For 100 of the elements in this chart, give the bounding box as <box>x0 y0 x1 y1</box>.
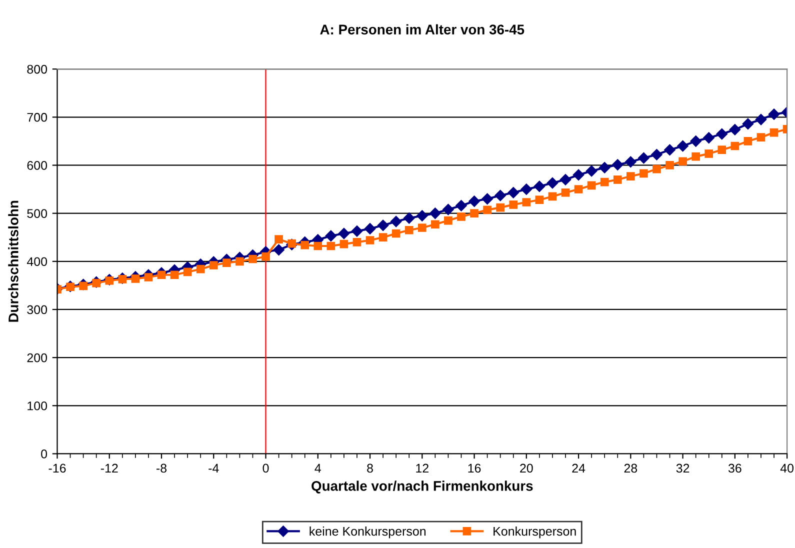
x-tick-label: 8 <box>367 464 373 473</box>
point <box>340 240 348 248</box>
point <box>561 188 570 197</box>
point <box>352 238 362 246</box>
point <box>678 157 687 166</box>
x-tick-label: 28 <box>624 464 638 473</box>
point <box>730 142 740 150</box>
point <box>442 204 454 216</box>
point <box>560 174 572 186</box>
point <box>716 128 728 140</box>
point <box>651 149 662 160</box>
point <box>470 209 478 218</box>
point <box>79 282 88 290</box>
point <box>236 257 244 266</box>
point <box>666 161 674 170</box>
point <box>756 133 766 142</box>
point <box>366 236 374 244</box>
point <box>131 274 140 283</box>
point <box>612 159 624 170</box>
point <box>496 203 505 212</box>
point <box>509 200 518 209</box>
point <box>626 172 635 180</box>
point <box>494 190 506 202</box>
point <box>587 181 596 190</box>
point <box>690 136 702 147</box>
y-tick-label: 800 <box>27 64 48 74</box>
point <box>548 192 557 201</box>
y-tick-label: 600 <box>27 161 48 170</box>
y-tick-label: 400 <box>26 257 48 266</box>
y-tick-label: 0 <box>41 450 48 458</box>
y-tick-label: 500 <box>27 209 48 218</box>
x-tick-label: 16 <box>468 464 481 473</box>
y-tick-label: 700 <box>27 112 48 122</box>
point <box>742 118 754 130</box>
point <box>613 175 622 184</box>
x-tick-label: 36 <box>728 464 742 473</box>
point <box>456 200 467 212</box>
point <box>288 239 296 248</box>
x-tick-label: 20 <box>520 464 533 473</box>
legend-label: keine Konkursperson <box>310 526 426 538</box>
point <box>430 208 441 219</box>
point <box>598 162 610 174</box>
point <box>444 216 452 225</box>
point <box>92 278 101 288</box>
point <box>729 124 741 136</box>
point <box>755 114 767 126</box>
point <box>351 225 363 237</box>
point <box>640 169 648 178</box>
point <box>468 196 480 207</box>
point <box>483 206 492 214</box>
point <box>170 270 179 280</box>
y-tick-label: 200 <box>27 353 48 362</box>
point <box>404 226 414 234</box>
point <box>744 137 752 146</box>
x-tick-label: 32 <box>676 464 690 473</box>
point <box>416 210 428 222</box>
point <box>196 264 205 274</box>
point <box>535 196 544 204</box>
y-axis-title: Durchschnittslohn <box>8 200 18 322</box>
point <box>638 152 650 164</box>
point <box>522 198 531 206</box>
x-tick-label: -8 <box>156 464 167 473</box>
point <box>534 180 546 192</box>
point <box>105 276 114 285</box>
point <box>222 258 231 268</box>
x-tick-label: 12 <box>416 464 428 473</box>
point <box>418 224 426 232</box>
point <box>157 270 166 280</box>
x-tick-label: 4 <box>314 464 321 473</box>
point <box>300 240 310 250</box>
point <box>546 177 558 189</box>
point <box>520 184 532 195</box>
point <box>431 220 440 229</box>
point <box>625 156 636 168</box>
point <box>692 152 700 161</box>
point <box>377 220 389 231</box>
point <box>338 228 350 240</box>
y-tick-label: 300 <box>27 305 48 314</box>
point <box>586 165 598 177</box>
x-tick-label: -4 <box>208 464 219 473</box>
point <box>378 233 388 242</box>
point <box>703 132 714 144</box>
point <box>768 108 780 120</box>
point <box>325 230 337 242</box>
point <box>508 187 519 198</box>
x-tick-label: 40 <box>780 464 794 473</box>
point <box>392 229 400 238</box>
point <box>770 128 778 137</box>
point <box>664 144 676 156</box>
point <box>326 242 336 250</box>
x-tick-label: -16 <box>48 464 66 473</box>
point <box>314 242 322 250</box>
point <box>572 169 584 180</box>
point <box>482 193 493 204</box>
x-tick-label: 24 <box>572 464 586 473</box>
point <box>704 150 714 158</box>
point <box>457 212 466 221</box>
legend-label: Konkursperson <box>494 526 576 538</box>
point <box>574 185 583 194</box>
point <box>404 212 415 224</box>
